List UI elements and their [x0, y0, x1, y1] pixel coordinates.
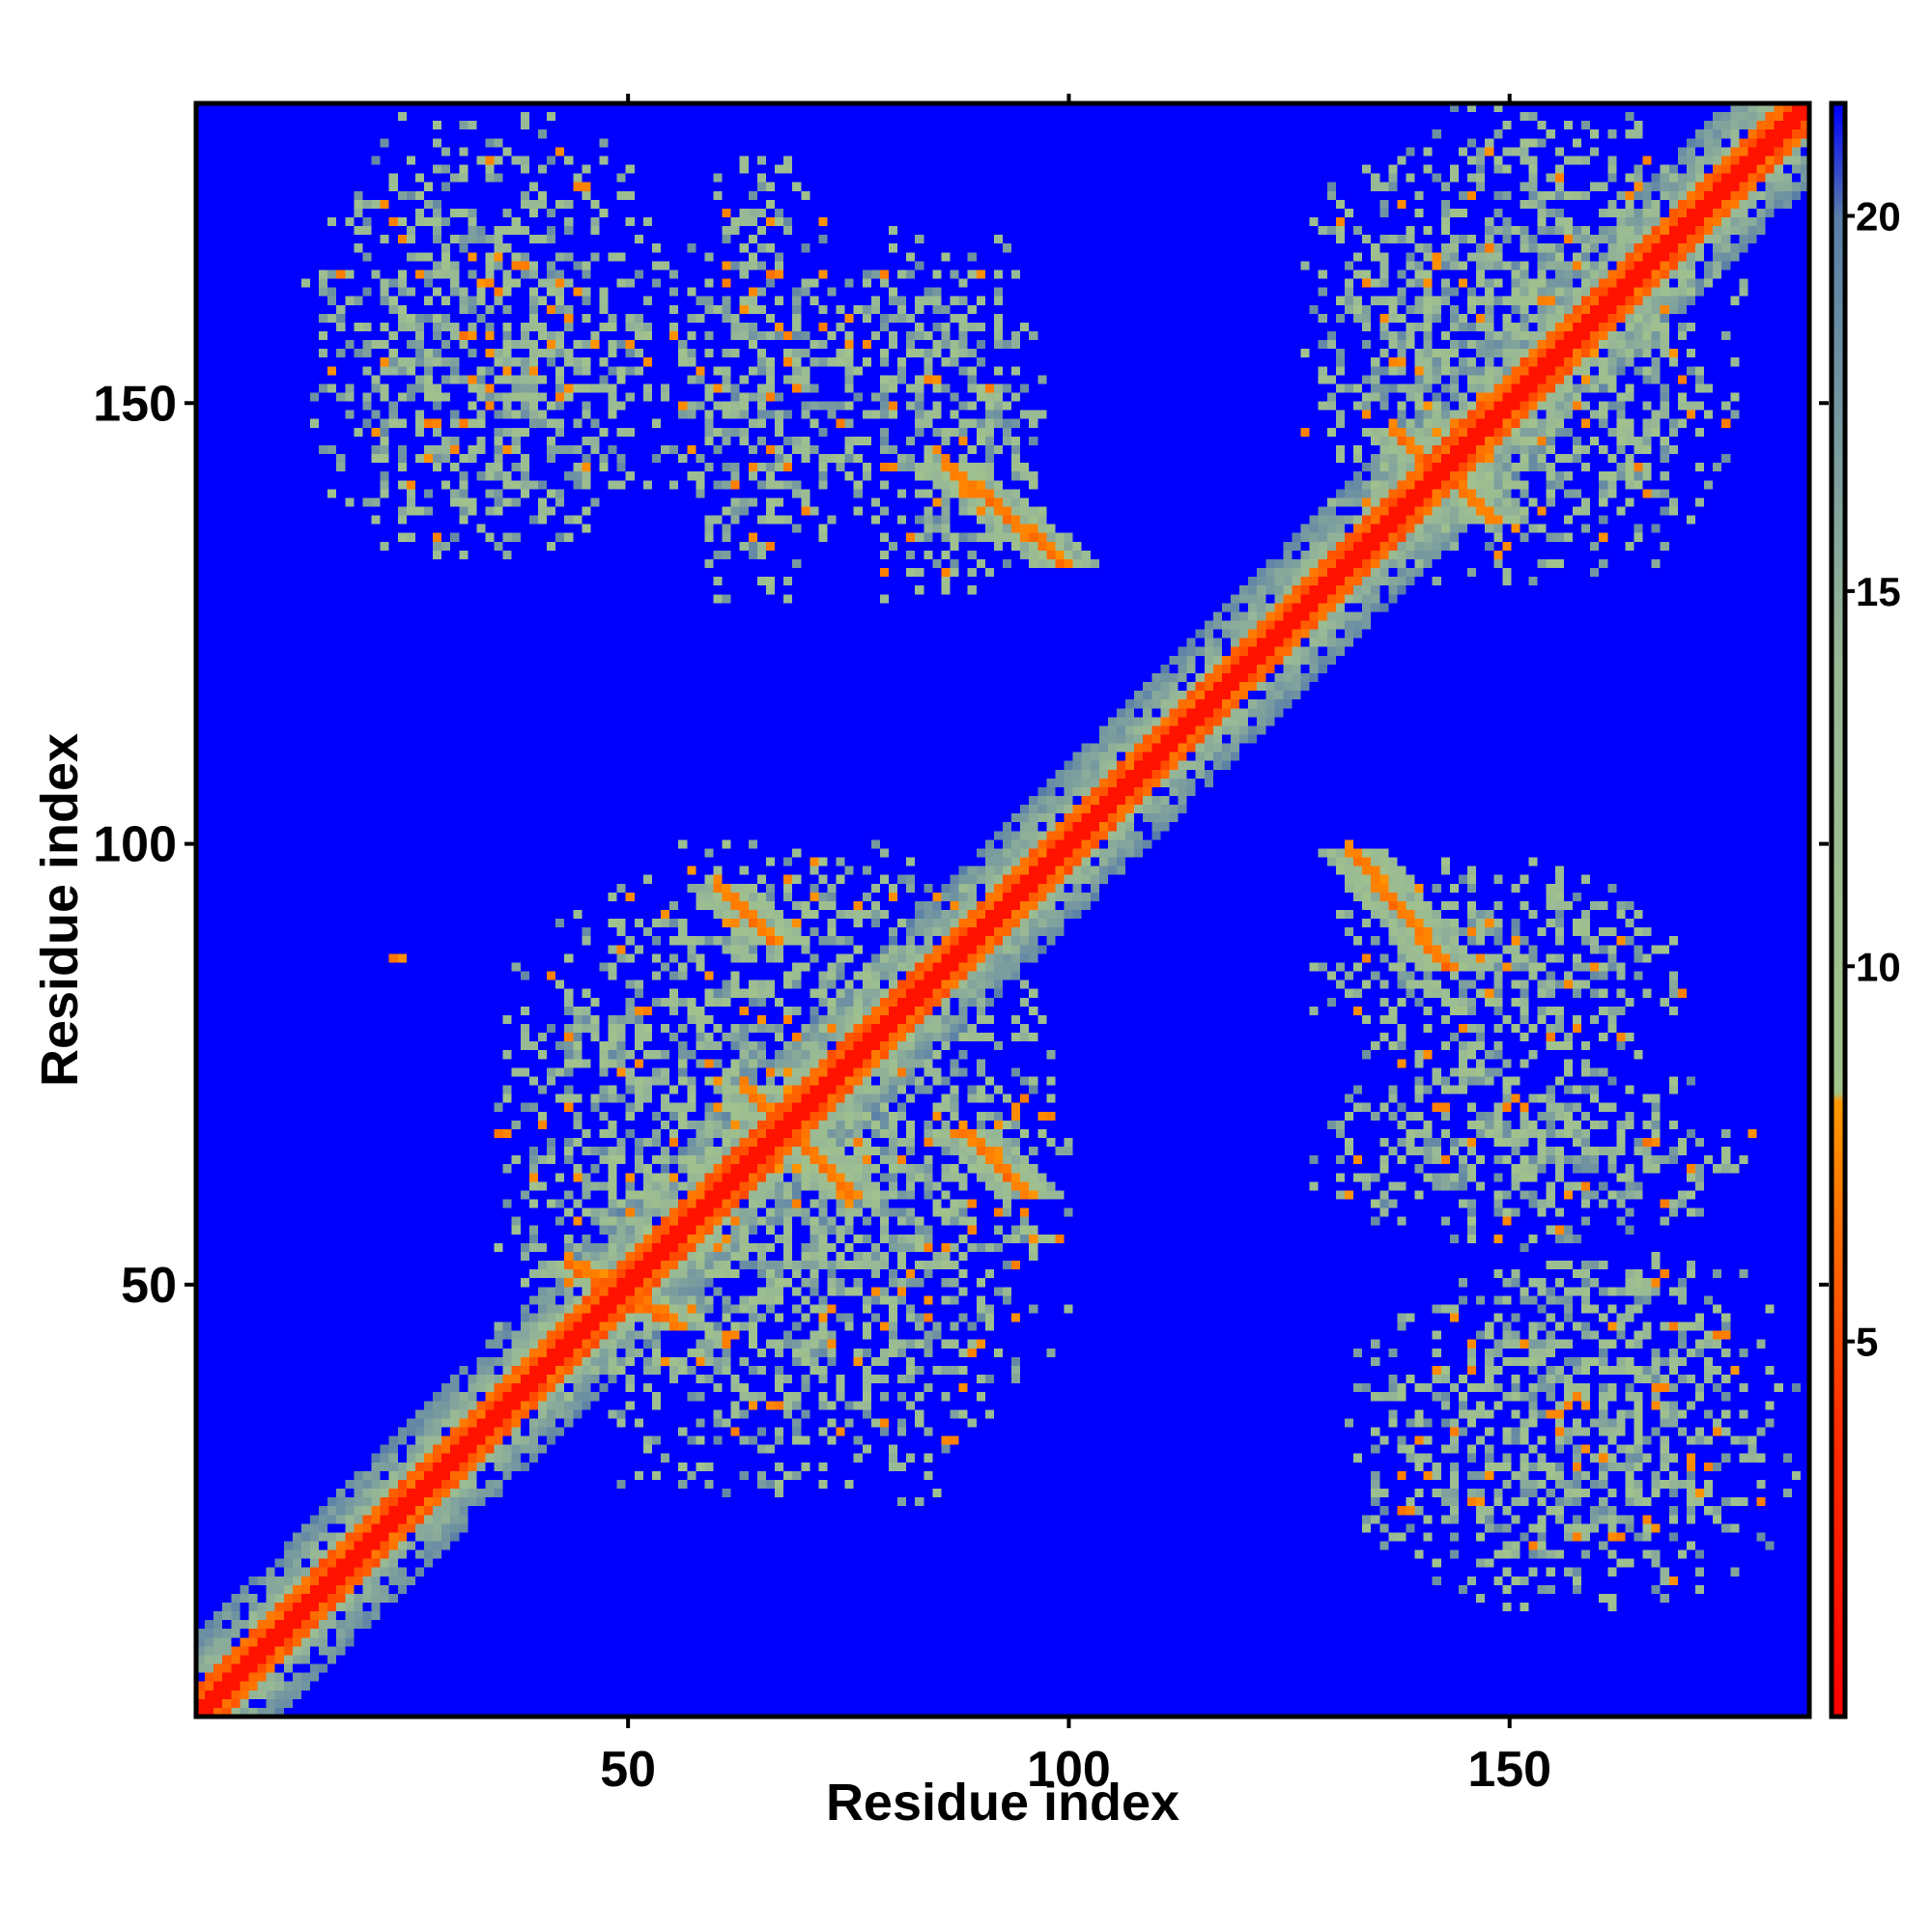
colorbar-frame [1829, 100, 1848, 1719]
x-axis-ticks: 50 100 150 [600, 94, 1551, 1798]
x-tick-label: 100 [1027, 1742, 1111, 1798]
heatmap-plot-area [196, 103, 1809, 1717]
colorbar-tick-label: 20 [1856, 194, 1901, 240]
colorbar-tick-label: 10 [1856, 944, 1901, 989]
x-tick-label: 150 [1467, 1742, 1551, 1798]
colorbar-tick-label: 15 [1856, 569, 1901, 614]
y-tick-label: 150 [93, 376, 177, 432]
colorbar-gradient [1832, 103, 1845, 1717]
x-tick-label: 50 [600, 1742, 656, 1798]
plot-frame [193, 100, 1812, 1719]
colorbar-tick-label: 5 [1856, 1320, 1878, 1365]
y-tick-label: 50 [121, 1258, 177, 1314]
x-axis-label: Residue index [826, 1774, 1179, 1832]
y-tick-label: 100 [93, 817, 177, 873]
y-axis-ticks: 50 100 150 [93, 376, 1829, 1314]
colorbar-ticks: 5 10 15 20 [1845, 194, 1901, 1365]
y-axis-label: Residue index [31, 733, 89, 1087]
